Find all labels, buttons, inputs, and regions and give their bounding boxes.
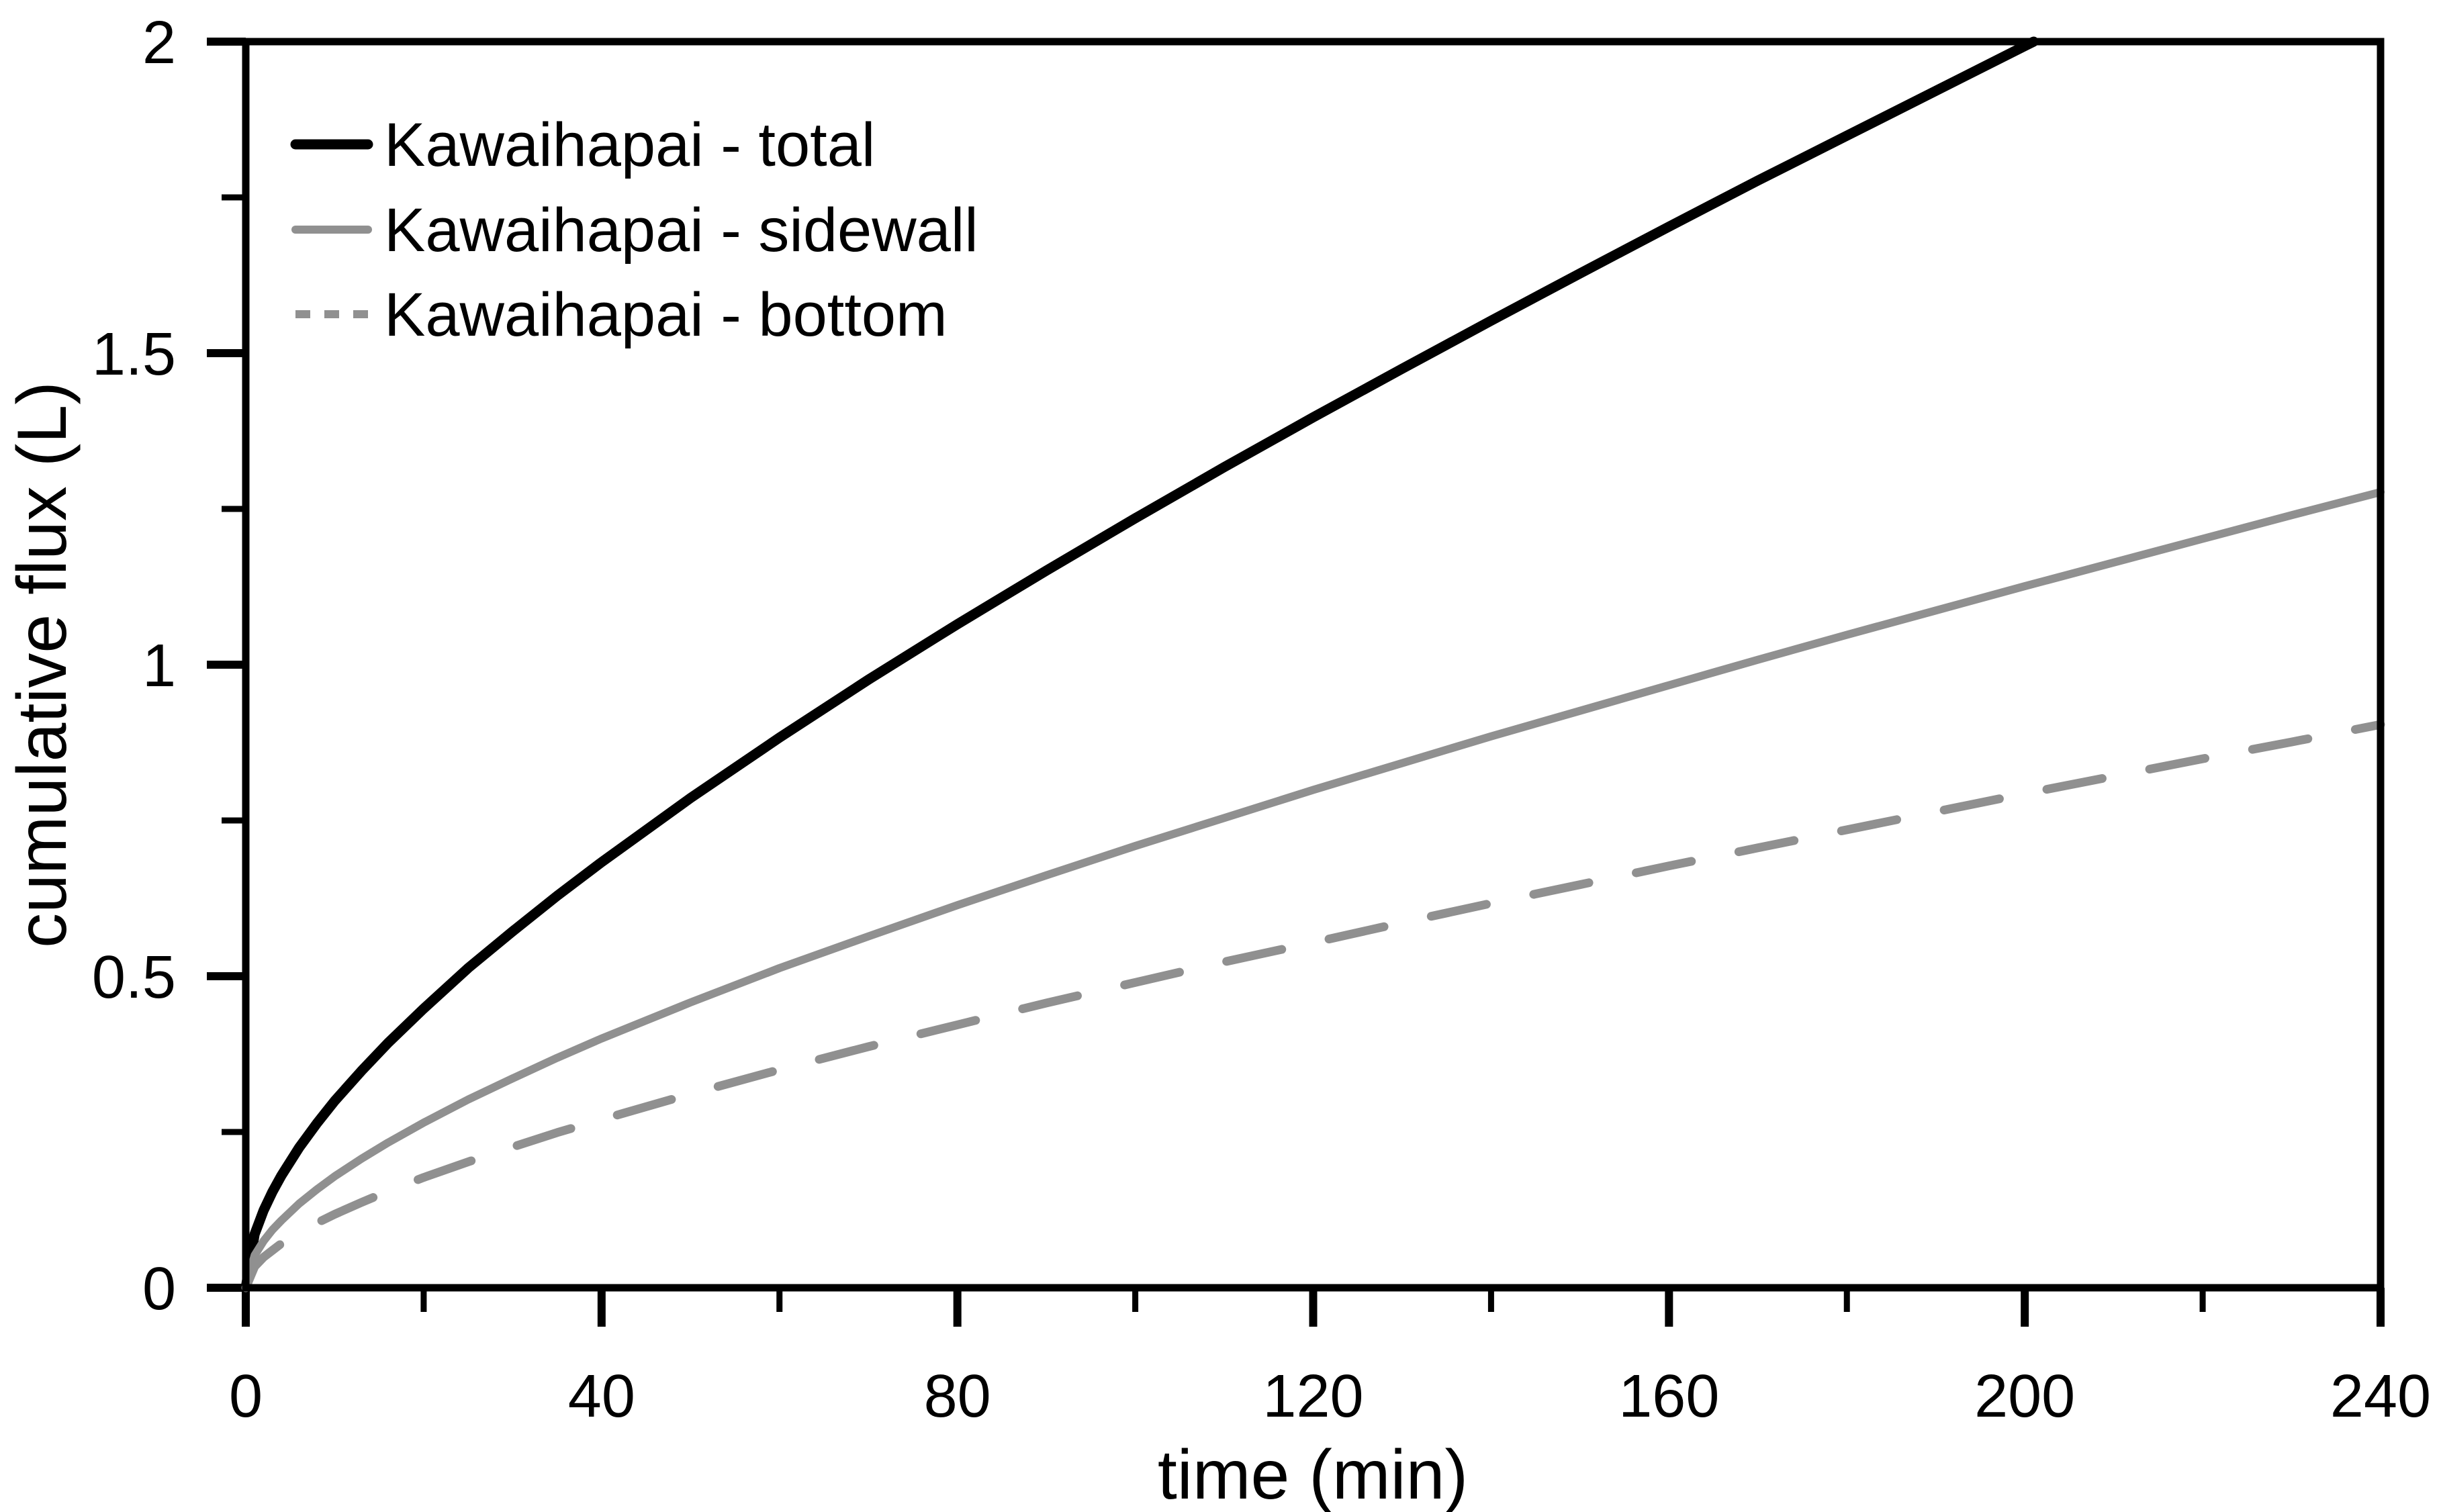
x-axis-title: time (min) (1158, 1436, 1468, 1512)
legend-label-total: Kawaihapai - total (384, 111, 875, 179)
x-tick-label-160: 160 (1618, 1363, 1719, 1430)
axis-ticks (207, 38, 2385, 1327)
legend-item-total: Kawaihapai - total (290, 111, 875, 179)
legend-item-sidewall: Kawaihapai - sidewall (291, 196, 978, 265)
legend: Kawaihapai - total Kawaihapai - sidewall… (290, 111, 978, 349)
y-axis-title: cumulative flux (L) (3, 381, 81, 948)
y-tick-label-0: 0 (142, 1256, 176, 1323)
axis-tick-labels: 0 40 80 120 160 200 240 0 0.5 1 1.5 2 (92, 9, 2431, 1430)
x-tick-label-120: 120 (1262, 1363, 1363, 1430)
curve-total (240, 36, 2039, 1293)
legend-item-bottom: Kawaihapai - bottom (295, 281, 948, 349)
x-tick-label-200: 200 (1974, 1363, 2075, 1430)
x-tick-label-40: 40 (568, 1363, 635, 1430)
y-tick-label-1.5: 1.5 (92, 321, 176, 388)
curve-sidewall (242, 487, 2385, 1292)
plot-border (242, 38, 2385, 1292)
x-tick-label-240: 240 (2330, 1363, 2431, 1430)
y-tick-label-1: 1 (142, 632, 176, 700)
x-tick-label-0: 0 (229, 1363, 263, 1430)
legend-label-bottom: Kawaihapai - bottom (384, 281, 948, 349)
y-tick-label-0.5: 0.5 (92, 944, 176, 1011)
x-tick-label-80: 80 (924, 1363, 991, 1430)
legend-label-sidewall: Kawaihapai - sidewall (384, 196, 978, 265)
data-curves (240, 36, 2385, 1293)
y-tick-label-2: 2 (142, 9, 176, 77)
curve-bottom (241, 720, 2385, 1292)
